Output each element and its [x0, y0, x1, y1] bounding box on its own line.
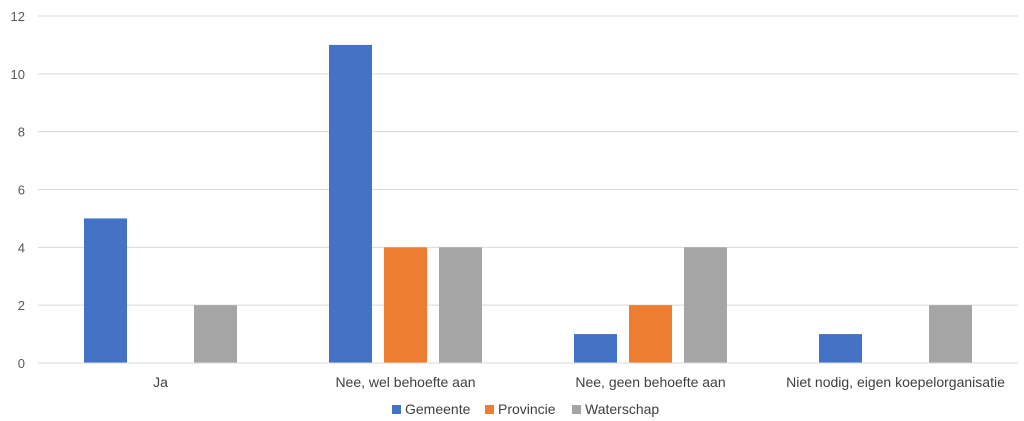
bar-waterschap-0 — [194, 305, 237, 363]
y-tick-label: 12 — [11, 9, 25, 24]
bar-waterschap-2 — [684, 247, 727, 363]
legend-label-gemeente: Gemeente — [405, 401, 471, 417]
bars — [84, 44, 972, 364]
bar-gemeente-1 — [329, 44, 372, 364]
legend-swatch-provincie — [485, 405, 494, 414]
y-tick-label: 2 — [18, 298, 25, 313]
legend-label-provincie: Provincie — [498, 401, 556, 417]
y-tick-label: 10 — [11, 67, 25, 82]
y-tick-label: 4 — [18, 240, 25, 255]
bar-waterschap-3 — [929, 305, 972, 363]
bar-gemeente-0 — [84, 218, 127, 363]
y-axis: 0 2 4 6 8 10 12 — [11, 9, 25, 371]
y-tick-label: 8 — [18, 125, 25, 140]
x-tick-label: Niet nodig, eigen koepelorganisatie — [786, 374, 1005, 390]
bar-gemeente-3 — [819, 334, 862, 363]
bar-provincie-2 — [629, 305, 672, 363]
y-tick-label: 0 — [18, 356, 25, 371]
legend-swatch-waterschap — [572, 405, 581, 414]
legend-swatch-gemeente — [392, 405, 401, 414]
bar-gemeente-2 — [574, 334, 617, 363]
x-tick-label: Nee, wel behoefte aan — [335, 374, 475, 390]
bar-provincie-1 — [384, 247, 427, 363]
x-tick-label: Nee, geen behoefte aan — [575, 374, 725, 390]
bar-waterschap-1 — [439, 247, 482, 363]
x-axis: Ja Nee, wel behoefte aan Nee, geen behoeft… — [153, 374, 1005, 390]
legend: Gemeente Provincie Waterschap — [392, 401, 659, 417]
gridlines — [38, 15, 1018, 306]
y-tick-label: 6 — [18, 183, 25, 198]
x-tick-label: Ja — [153, 374, 168, 390]
legend-label-waterschap: Waterschap — [585, 401, 659, 417]
